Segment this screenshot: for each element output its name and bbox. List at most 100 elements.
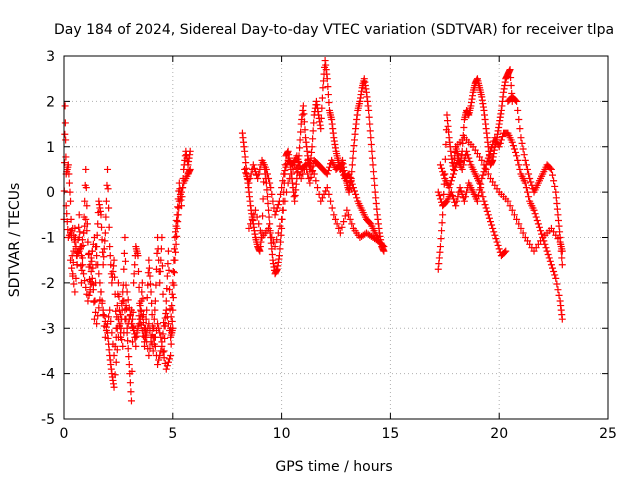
data-point xyxy=(171,256,179,264)
data-point xyxy=(90,297,98,305)
data-point xyxy=(319,84,327,92)
data-point xyxy=(169,324,177,332)
data-point xyxy=(457,187,465,195)
data-point xyxy=(179,184,187,192)
data-point xyxy=(438,219,446,227)
data-point xyxy=(70,231,78,239)
data-point xyxy=(537,227,545,235)
data-point xyxy=(155,324,163,332)
data-point xyxy=(117,311,125,319)
data-point xyxy=(101,229,109,237)
data-point xyxy=(475,192,483,200)
data-point xyxy=(130,270,138,278)
data-point xyxy=(169,294,177,302)
data-point xyxy=(114,279,122,287)
data-point xyxy=(349,154,357,162)
data-point xyxy=(162,306,170,314)
data-point xyxy=(154,320,162,328)
data-point xyxy=(447,188,455,196)
data-point xyxy=(368,154,376,162)
data-point xyxy=(88,247,96,255)
data-point xyxy=(99,311,107,319)
data-point xyxy=(333,220,341,228)
data-point xyxy=(454,193,462,201)
data-point xyxy=(241,165,249,173)
data-point xyxy=(307,163,315,171)
data-point xyxy=(494,241,502,249)
data-point xyxy=(71,238,79,246)
data-point xyxy=(155,356,163,364)
data-point xyxy=(282,188,290,196)
data-point xyxy=(134,252,142,260)
data-point xyxy=(82,165,90,173)
data-point xyxy=(486,147,494,155)
data-point xyxy=(380,243,388,251)
data-point xyxy=(440,171,448,179)
data-point xyxy=(310,119,318,127)
data-point xyxy=(263,170,271,178)
data-point xyxy=(508,138,516,146)
data-point xyxy=(174,203,182,211)
data-point xyxy=(100,245,108,253)
data-point xyxy=(121,315,129,323)
data-point xyxy=(97,211,105,219)
data-point xyxy=(159,348,167,356)
data-point xyxy=(515,116,523,124)
data-point xyxy=(317,125,325,133)
data-point xyxy=(486,218,494,226)
data-point xyxy=(165,266,173,274)
data-point xyxy=(141,338,149,346)
data-point xyxy=(123,324,131,332)
data-point xyxy=(460,197,468,205)
data-point xyxy=(67,215,75,223)
data-point xyxy=(366,120,374,128)
data-point xyxy=(163,313,171,321)
data-point xyxy=(70,280,78,288)
data-point xyxy=(145,320,153,328)
data-point xyxy=(157,256,165,264)
data-point xyxy=(292,164,300,172)
data-point xyxy=(279,206,287,214)
data-point xyxy=(90,315,98,323)
data-point xyxy=(136,315,144,323)
data-point xyxy=(131,261,139,269)
data-point xyxy=(159,330,167,338)
data-point xyxy=(309,127,317,135)
data-point xyxy=(170,245,178,253)
data-point xyxy=(127,388,135,396)
data-point xyxy=(346,215,354,223)
data-point xyxy=(151,306,159,314)
data-point xyxy=(554,286,562,294)
data-point xyxy=(349,184,357,192)
data-point xyxy=(115,322,123,330)
data-point xyxy=(473,197,481,205)
x-tick-label: 5 xyxy=(168,426,177,442)
data-point xyxy=(484,170,492,178)
data-point xyxy=(65,179,73,187)
data-point xyxy=(379,241,387,249)
x-tick-label: 20 xyxy=(490,426,508,442)
data-point xyxy=(111,273,119,281)
data-point xyxy=(133,329,141,337)
data-point xyxy=(246,175,254,183)
data-point xyxy=(526,175,534,183)
data-point xyxy=(247,170,255,178)
data-point xyxy=(121,306,129,314)
data-point xyxy=(69,224,77,232)
data-point xyxy=(118,336,126,344)
data-point xyxy=(522,161,530,169)
data-point xyxy=(365,113,373,121)
data-point xyxy=(81,222,89,230)
data-point xyxy=(152,281,160,289)
data-point xyxy=(145,351,153,359)
data-point xyxy=(74,247,82,255)
data-point xyxy=(106,252,114,260)
data-point xyxy=(170,269,178,277)
data-point xyxy=(328,204,336,212)
data-point xyxy=(439,168,447,176)
data-point xyxy=(534,220,542,228)
data-point xyxy=(506,66,514,74)
data-point xyxy=(135,312,143,320)
data-point xyxy=(516,165,524,173)
data-point xyxy=(551,182,559,190)
